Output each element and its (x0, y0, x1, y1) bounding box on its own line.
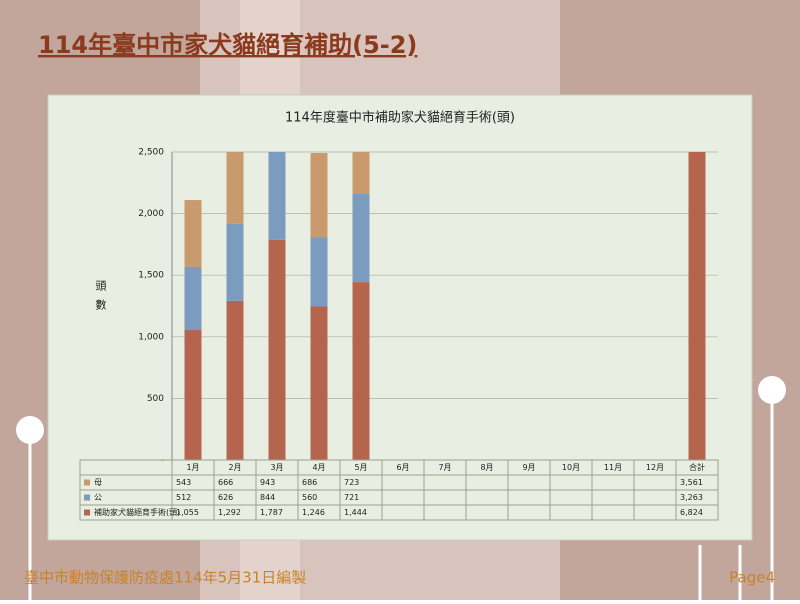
legend-swatch (84, 479, 90, 486)
table-value: 543 (176, 478, 191, 487)
y-tick-label: 2,500 (138, 148, 164, 158)
legend-label: 公 (94, 493, 102, 502)
x-tick-label: 5月 (354, 463, 367, 472)
x-tick-label: 11月 (604, 463, 622, 472)
x-tick-label: 4月 (312, 463, 325, 472)
page-number: Page4 (729, 569, 775, 587)
y-tick-label: 500 (147, 394, 164, 404)
x-tick-label: 2月 (228, 463, 241, 472)
decor (758, 376, 786, 404)
decor-posts (28, 390, 774, 600)
table-value: 1,246 (302, 508, 325, 517)
y-tick-label: 1,000 (138, 332, 164, 342)
x-tick-label: 10月 (562, 463, 580, 472)
decor (16, 416, 44, 444)
bar-segment (688, 152, 706, 460)
table-value: 666 (218, 478, 233, 487)
y-axis-label: 頭數 (94, 280, 107, 318)
legend-label: 補助家犬貓絕育手術(頭) (94, 507, 180, 517)
table-value: 721 (344, 493, 359, 502)
bar-segment (310, 237, 328, 307)
x-tick-label: 合計 (689, 462, 705, 472)
bar-segment (184, 200, 202, 267)
table-value: 943 (260, 478, 275, 487)
table-value: 512 (176, 493, 191, 502)
x-tick-label: 1月 (186, 463, 199, 472)
legend-label: 母 (94, 478, 102, 487)
bar-segment (310, 152, 328, 238)
table-value: 3,263 (680, 493, 703, 502)
table-value: 6,824 (680, 508, 703, 517)
table-value: 844 (260, 493, 275, 502)
bar-segment (268, 239, 286, 460)
y-tick-label: 2,000 (138, 209, 164, 219)
x-tick-label: 8月 (480, 463, 493, 472)
table-value: 686 (302, 478, 317, 487)
slide-title: 114年臺中市家犬貓絕育補助(5-2) (38, 31, 417, 59)
table-value: 1,787 (260, 508, 283, 517)
bar-segment (226, 223, 244, 301)
bar-segment (310, 306, 328, 460)
y-tick-label: 1,500 (138, 271, 164, 281)
bar-segment (352, 282, 370, 460)
bar-segment (184, 266, 202, 331)
bar-segment (226, 152, 244, 224)
chart-panel (47, 94, 753, 541)
x-tick-label: 3月 (270, 463, 283, 472)
bar-segment (352, 193, 370, 283)
bar-segment (184, 330, 202, 460)
table-value: 1,444 (344, 508, 367, 517)
table-value: 723 (344, 478, 359, 487)
table-value: 1,055 (176, 508, 199, 517)
x-tick-label: 9月 (522, 463, 535, 472)
x-tick-label: 7月 (438, 463, 451, 472)
legend-swatch (84, 509, 90, 516)
bar-segment (226, 300, 244, 460)
chart-title: 114年度臺中市補助家犬貓絕育手術(頭) (285, 110, 515, 126)
bar-segment (352, 152, 370, 194)
footer-text: 臺中市動物保護防疫處114年5月31日編製 (24, 569, 306, 587)
x-tick-label: 6月 (396, 463, 409, 472)
table-value: 1,292 (218, 508, 241, 517)
x-tick-label: 12月 (646, 463, 664, 472)
table-value: 626 (218, 493, 233, 502)
table-value: 560 (302, 493, 317, 502)
table-value: 3,561 (680, 478, 703, 487)
bar-segment (268, 152, 286, 240)
legend-swatch (84, 494, 90, 501)
bars (184, 152, 706, 460)
